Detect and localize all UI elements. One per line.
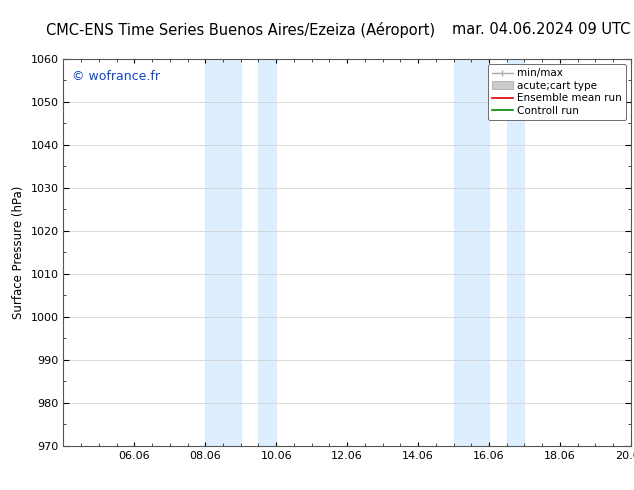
Text: © wofrance.fr: © wofrance.fr <box>72 71 160 83</box>
Text: mar. 04.06.2024 09 UTC: mar. 04.06.2024 09 UTC <box>453 22 631 37</box>
Bar <box>507 59 524 446</box>
Legend: min/max, acute;cart type, Ensemble mean run, Controll run: min/max, acute;cart type, Ensemble mean … <box>488 64 626 120</box>
Y-axis label: Surface Pressure (hPa): Surface Pressure (hPa) <box>12 186 25 319</box>
Text: CMC-ENS Time Series Buenos Aires/Ezeiza (Aéroport): CMC-ENS Time Series Buenos Aires/Ezeiza … <box>46 22 436 38</box>
Bar <box>453 59 489 446</box>
Bar <box>259 59 276 446</box>
Bar <box>205 59 241 446</box>
